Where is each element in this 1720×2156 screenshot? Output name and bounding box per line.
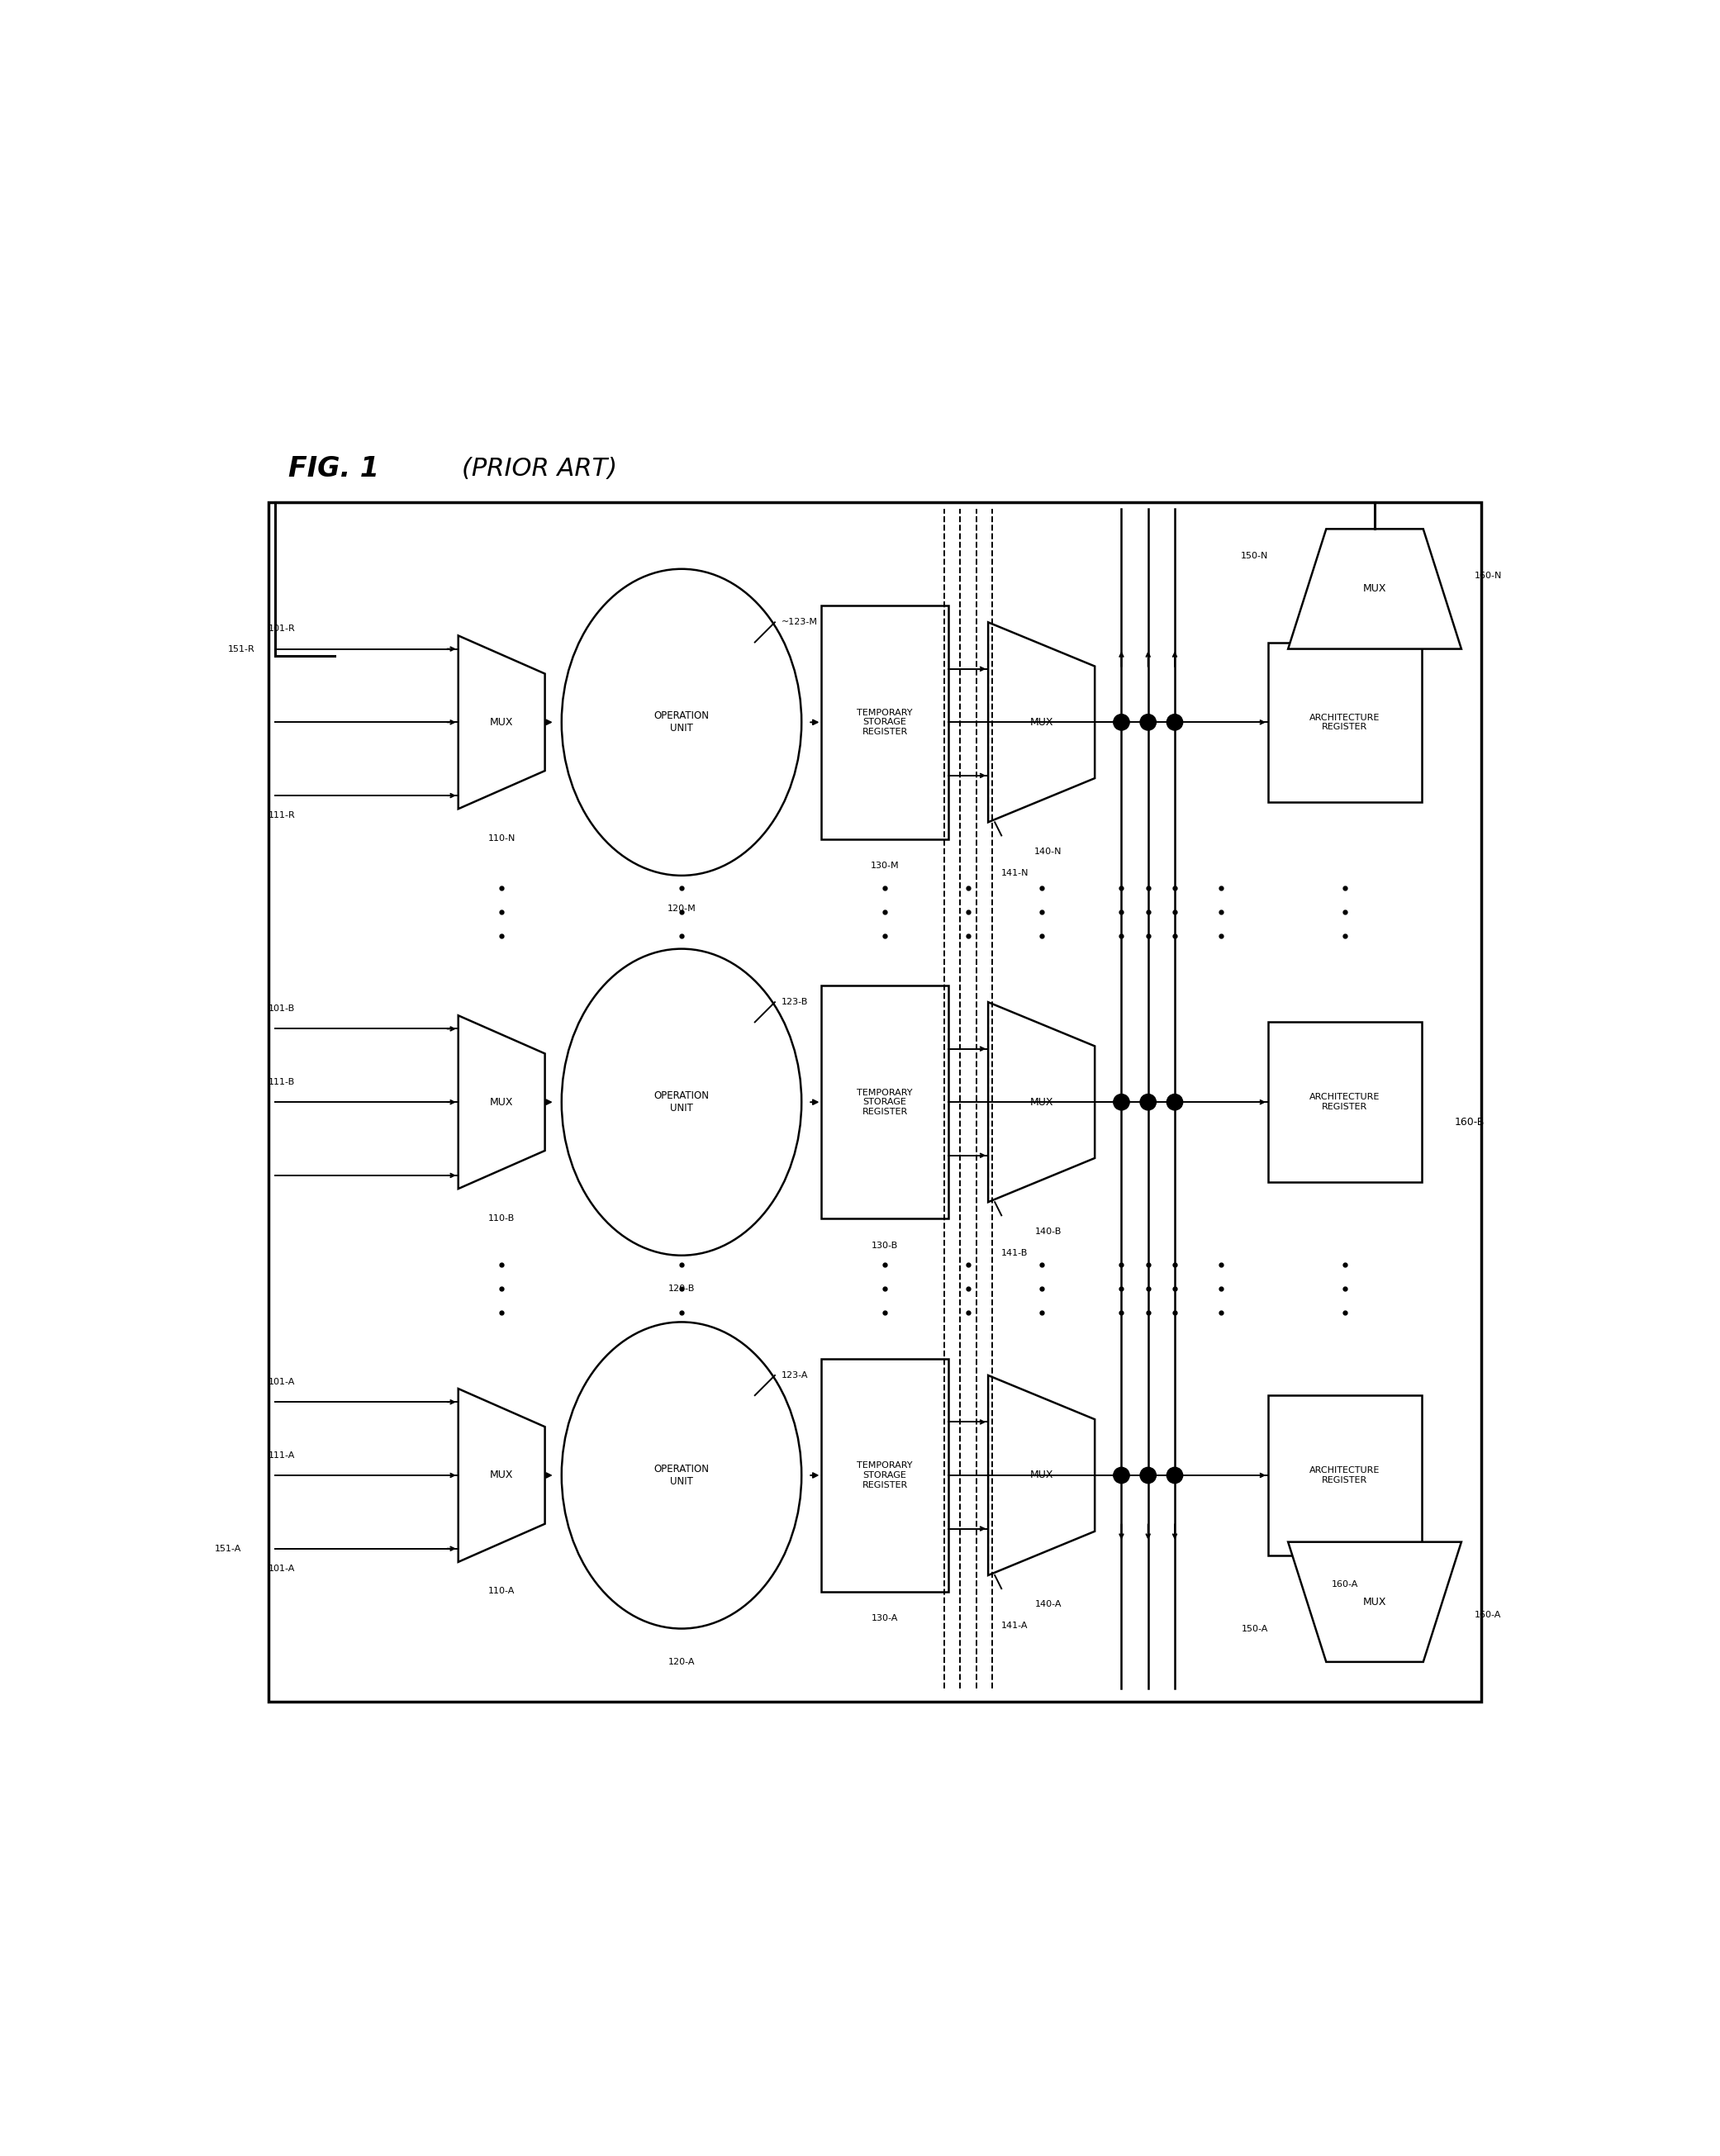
Ellipse shape — [561, 949, 802, 1255]
Polygon shape — [1288, 528, 1462, 649]
Text: 150-N: 150-N — [1240, 552, 1268, 561]
Text: 123-A: 123-A — [781, 1371, 808, 1380]
Text: 101-A: 101-A — [268, 1378, 296, 1386]
Text: 160-N: 160-N — [1474, 571, 1502, 580]
Text: OPERATION
UNIT: OPERATION UNIT — [654, 1091, 709, 1115]
Text: (PRIOR ART): (PRIOR ART) — [461, 457, 617, 481]
Text: 150-A: 150-A — [1242, 1623, 1268, 1632]
Circle shape — [1166, 714, 1183, 731]
Text: 141-B: 141-B — [1001, 1248, 1029, 1257]
Polygon shape — [987, 1003, 1094, 1203]
Text: 151-R: 151-R — [229, 645, 255, 653]
Text: TEMPORARY
STORAGE
REGISTER: TEMPORARY STORAGE REGISTER — [857, 709, 913, 735]
Text: 111-A: 111-A — [268, 1451, 296, 1460]
Text: 101-R: 101-R — [268, 625, 296, 634]
Text: 120-B: 120-B — [667, 1285, 695, 1294]
Circle shape — [1140, 1468, 1156, 1483]
Text: 140-A: 140-A — [1035, 1600, 1061, 1608]
Text: MUX: MUX — [490, 1470, 513, 1481]
Text: 140-B: 140-B — [1035, 1227, 1061, 1235]
Polygon shape — [458, 636, 545, 808]
Bar — [822, 1358, 948, 1591]
Bar — [1268, 1022, 1421, 1181]
Polygon shape — [458, 1015, 545, 1188]
Text: 130-A: 130-A — [872, 1615, 898, 1623]
Text: 140-N: 140-N — [1034, 847, 1061, 856]
Text: MUX: MUX — [490, 1097, 513, 1108]
Text: MUX: MUX — [1030, 716, 1053, 727]
Circle shape — [1113, 1093, 1130, 1110]
Circle shape — [1166, 1468, 1183, 1483]
Polygon shape — [458, 1388, 545, 1561]
Text: MUX: MUX — [1030, 1470, 1053, 1481]
Bar — [1268, 1395, 1421, 1554]
Text: ARCHITECTURE
REGISTER: ARCHITECTURE REGISTER — [1309, 1466, 1379, 1483]
Bar — [1268, 642, 1421, 802]
Text: MUX: MUX — [1030, 1097, 1053, 1108]
Text: OPERATION
UNIT: OPERATION UNIT — [654, 711, 709, 733]
Text: MUX: MUX — [1362, 1598, 1386, 1608]
Text: 101-A: 101-A — [268, 1565, 296, 1572]
Text: MUX: MUX — [490, 716, 513, 727]
Ellipse shape — [561, 1322, 802, 1628]
Text: 110-A: 110-A — [488, 1587, 514, 1595]
Text: 110-B: 110-B — [488, 1214, 514, 1222]
Text: OPERATION
UNIT: OPERATION UNIT — [654, 1464, 709, 1488]
Text: 160-B: 160-B — [1455, 1117, 1484, 1128]
Text: 160-A: 160-A — [1474, 1611, 1502, 1619]
Text: 101-B: 101-B — [268, 1005, 294, 1013]
Polygon shape — [987, 623, 1094, 821]
Circle shape — [1113, 714, 1130, 731]
Text: FIG. 1: FIG. 1 — [289, 455, 378, 483]
Text: ARCHITECTURE
REGISTER: ARCHITECTURE REGISTER — [1309, 1093, 1379, 1110]
Polygon shape — [987, 1376, 1094, 1576]
Text: 160-A: 160-A — [1331, 1580, 1359, 1589]
Text: 123-B: 123-B — [781, 998, 808, 1007]
Text: TEMPORARY
STORAGE
REGISTER: TEMPORARY STORAGE REGISTER — [857, 1089, 913, 1117]
Text: 151-A: 151-A — [215, 1544, 241, 1552]
Text: 120-A: 120-A — [667, 1658, 695, 1667]
Text: TEMPORARY
STORAGE
REGISTER: TEMPORARY STORAGE REGISTER — [857, 1462, 913, 1490]
Polygon shape — [1288, 1542, 1462, 1662]
Ellipse shape — [561, 569, 802, 875]
Circle shape — [1140, 1093, 1156, 1110]
Text: 110-N: 110-N — [488, 834, 516, 843]
Text: MUX: MUX — [1362, 584, 1386, 595]
Text: 141-A: 141-A — [1001, 1621, 1029, 1630]
Text: 111-B: 111-B — [268, 1078, 294, 1087]
Circle shape — [1113, 1468, 1130, 1483]
Text: 111-R: 111-R — [268, 811, 296, 819]
Text: 130-B: 130-B — [872, 1242, 898, 1250]
Circle shape — [1140, 714, 1156, 731]
Text: 120-M: 120-M — [667, 906, 697, 912]
Bar — [822, 985, 948, 1218]
Text: 130-M: 130-M — [870, 862, 900, 869]
Circle shape — [1166, 1093, 1183, 1110]
Text: 141-N: 141-N — [1001, 869, 1029, 877]
Text: ARCHITECTURE
REGISTER: ARCHITECTURE REGISTER — [1309, 714, 1379, 731]
Text: ~123-M: ~123-M — [781, 619, 819, 627]
Bar — [822, 606, 948, 839]
